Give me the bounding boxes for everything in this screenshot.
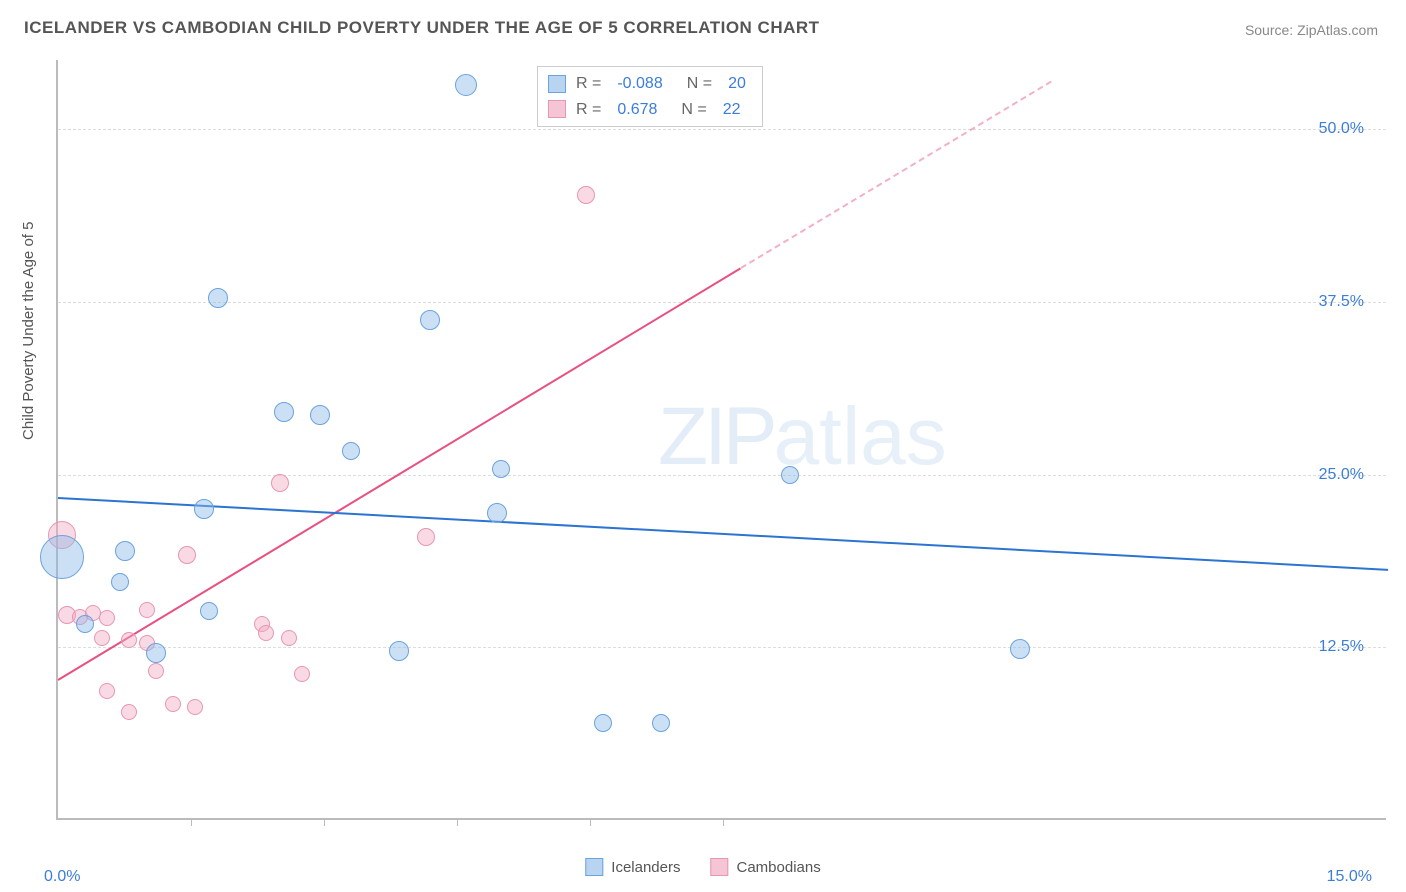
data-point-icelander [1010, 639, 1030, 659]
legend-stat-row: R = 0.678 N = 22 [548, 97, 752, 123]
n-value: 22 [723, 97, 741, 123]
data-point-icelander [342, 442, 360, 460]
n-label: N = [681, 97, 706, 123]
source-label: Source: ZipAtlas.com [1245, 22, 1378, 38]
data-point-cambodian [294, 666, 310, 682]
data-point-icelander [487, 503, 507, 523]
data-point-cambodian [94, 630, 110, 646]
n-value: 20 [728, 71, 746, 97]
data-point-icelander [389, 641, 409, 661]
legend-stat-row: R = -0.088 N = 20 [548, 71, 752, 97]
legend-swatch [548, 75, 566, 93]
chart-title: ICELANDER VS CAMBODIAN CHILD POVERTY UND… [24, 18, 820, 38]
data-point-icelander [781, 466, 799, 484]
data-point-cambodian [417, 528, 435, 546]
y-tick-label: 50.0% [1319, 120, 1364, 138]
watermark: ZIPatlas [658, 390, 947, 484]
x-tick-mark [723, 818, 724, 826]
data-point-icelander [115, 541, 135, 561]
data-point-icelander [208, 288, 228, 308]
gridline [58, 302, 1386, 303]
x-axis-min-label: 0.0% [44, 868, 80, 886]
legend-label-icelanders: Icelanders [611, 859, 680, 876]
data-point-icelander [200, 602, 218, 620]
data-point-cambodian [577, 186, 595, 204]
data-point-icelander [146, 643, 166, 663]
legend-top: R = -0.088 N = 20 R = 0.678 N = 22 [537, 66, 763, 127]
y-tick-label: 12.5% [1319, 638, 1364, 656]
data-point-cambodian [148, 663, 164, 679]
legend-swatch [548, 100, 566, 118]
legend-bottom: Icelanders Cambodians [585, 858, 820, 876]
data-point-icelander [420, 310, 440, 330]
data-point-cambodian [258, 625, 274, 641]
data-point-cambodian [121, 704, 137, 720]
legend-label-cambodians: Cambodians [737, 859, 821, 876]
legend-swatch-cambodians [711, 858, 729, 876]
gridline [58, 475, 1386, 476]
data-point-icelander [455, 74, 477, 96]
data-point-icelander [111, 573, 129, 591]
data-point-cambodian [165, 696, 181, 712]
data-point-cambodian [99, 610, 115, 626]
x-tick-mark [457, 818, 458, 826]
data-point-cambodian [139, 602, 155, 618]
r-value: 0.678 [617, 97, 657, 123]
trendline-cambodians-dash [740, 81, 1051, 269]
chart-plot-area: ZIPatlas 12.5% 25.0% 37.5% 50.0% [56, 60, 1386, 820]
x-tick-mark [324, 818, 325, 826]
data-point-cambodian [121, 632, 137, 648]
y-tick-label: 37.5% [1319, 293, 1364, 311]
r-label: R = [576, 97, 601, 123]
r-value: -0.088 [617, 71, 662, 97]
x-tick-mark [191, 818, 192, 826]
legend-swatch-icelanders [585, 858, 603, 876]
data-point-cambodian [281, 630, 297, 646]
y-axis-label: Child Poverty Under the Age of 5 [20, 222, 37, 440]
n-label: N = [687, 71, 712, 97]
legend-item-icelanders: Icelanders [585, 858, 680, 876]
gridline [58, 129, 1386, 130]
data-point-icelander [652, 714, 670, 732]
data-point-cambodian [271, 474, 289, 492]
data-point-icelander [40, 535, 84, 579]
data-point-cambodian [99, 683, 115, 699]
gridline [58, 647, 1386, 648]
data-point-cambodian [187, 699, 203, 715]
legend-item-cambodians: Cambodians [711, 858, 821, 876]
x-tick-mark [590, 818, 591, 826]
data-point-icelander [194, 499, 214, 519]
data-point-icelander [274, 402, 294, 422]
data-point-icelander [594, 714, 612, 732]
r-label: R = [576, 71, 601, 97]
data-point-icelander [310, 405, 330, 425]
data-point-cambodian [178, 546, 196, 564]
data-point-icelander [492, 460, 510, 478]
y-tick-label: 25.0% [1319, 466, 1364, 484]
x-axis-max-label: 15.0% [1327, 868, 1372, 886]
data-point-icelander [76, 615, 94, 633]
